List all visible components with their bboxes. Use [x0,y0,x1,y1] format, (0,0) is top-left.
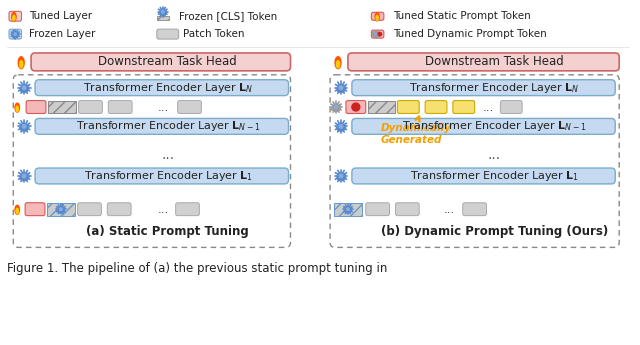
FancyBboxPatch shape [453,101,475,114]
Text: Patch Token: Patch Token [182,29,244,39]
Circle shape [22,86,26,89]
Circle shape [352,103,360,111]
FancyBboxPatch shape [178,101,202,114]
Ellipse shape [335,57,341,69]
FancyBboxPatch shape [352,80,615,96]
Circle shape [22,125,26,128]
Circle shape [346,208,349,210]
Circle shape [339,125,343,128]
FancyBboxPatch shape [26,101,46,114]
Text: (b) Dynamic Prompt Tuning (Ours): (b) Dynamic Prompt Tuning (Ours) [381,225,608,238]
Ellipse shape [16,106,19,111]
FancyBboxPatch shape [108,203,131,216]
FancyBboxPatch shape [157,29,179,39]
Text: Dynamically
Generated: Dynamically Generated [381,117,451,145]
FancyBboxPatch shape [463,203,486,216]
Ellipse shape [16,208,19,214]
Text: Frozen [CLS] Token: Frozen [CLS] Token [179,11,277,21]
FancyBboxPatch shape [9,11,22,21]
FancyBboxPatch shape [79,101,102,114]
Ellipse shape [18,57,24,69]
Circle shape [334,105,338,109]
FancyBboxPatch shape [396,203,419,216]
Text: Transformer Encoder Layer $\mathbf{L}_{N-1}$: Transformer Encoder Layer $\mathbf{L}_{N… [76,119,261,134]
Text: Transformer Encoder Layer $\mathbf{L}_1$: Transformer Encoder Layer $\mathbf{L}_1$ [84,169,253,183]
Ellipse shape [376,16,378,20]
Text: Downstream Task Head: Downstream Task Head [425,56,564,68]
Bar [48,101,76,114]
Text: Figure 1. The pipeline of (a) the previous static prompt tuning in: Figure 1. The pipeline of (a) the previo… [7,262,388,275]
FancyBboxPatch shape [425,101,447,114]
Circle shape [339,86,343,89]
Bar [47,203,75,216]
Text: ...: ... [158,203,170,216]
FancyBboxPatch shape [35,80,289,96]
Text: Tuned Dynamic Prompt Token: Tuned Dynamic Prompt Token [394,29,547,39]
FancyBboxPatch shape [371,30,384,38]
FancyBboxPatch shape [365,203,390,216]
Bar [368,101,396,114]
Ellipse shape [15,103,19,112]
FancyBboxPatch shape [348,53,619,71]
FancyBboxPatch shape [77,203,101,216]
Text: ...: ... [444,203,454,216]
Circle shape [14,33,17,36]
Ellipse shape [13,16,15,21]
Text: (a) Static Prompt Tuning: (a) Static Prompt Tuning [86,225,249,238]
Text: Transformer Encoder Layer $\mathbf{L}_1$: Transformer Encoder Layer $\mathbf{L}_1$ [410,169,579,183]
Ellipse shape [337,61,340,68]
Text: ...: ... [488,148,501,162]
Circle shape [339,174,343,178]
Bar [334,203,362,216]
Bar [157,16,169,20]
Text: ...: ... [161,148,174,162]
Ellipse shape [12,12,16,21]
FancyBboxPatch shape [9,29,22,39]
Text: Tuned Layer: Tuned Layer [29,11,92,21]
FancyBboxPatch shape [35,118,289,134]
Circle shape [375,33,377,35]
Text: Transformer Encoder Layer $\mathbf{L}_{N-1}$: Transformer Encoder Layer $\mathbf{L}_{N… [402,119,587,134]
Circle shape [161,10,164,13]
FancyBboxPatch shape [35,168,289,184]
Circle shape [60,208,62,210]
Text: Transformer Encoder Layer $\mathbf{L}_N$: Transformer Encoder Layer $\mathbf{L}_N$ [83,81,254,95]
FancyBboxPatch shape [352,118,615,134]
FancyBboxPatch shape [31,53,291,71]
Text: Transformer Encoder Layer $\mathbf{L}_N$: Transformer Encoder Layer $\mathbf{L}_N$ [409,81,580,95]
FancyBboxPatch shape [397,101,419,114]
FancyBboxPatch shape [25,203,45,216]
Text: ...: ... [158,100,170,114]
FancyBboxPatch shape [346,101,365,114]
FancyBboxPatch shape [175,203,200,216]
FancyBboxPatch shape [352,168,615,184]
Text: Frozen Layer: Frozen Layer [29,29,95,39]
Ellipse shape [15,205,19,214]
Circle shape [22,174,26,178]
Text: Downstream Task Head: Downstream Task Head [99,56,237,68]
Text: Tuned Static Prompt Token: Tuned Static Prompt Token [394,11,531,21]
Ellipse shape [20,61,23,68]
FancyBboxPatch shape [371,12,384,20]
Circle shape [378,32,381,36]
Ellipse shape [375,13,379,21]
FancyBboxPatch shape [108,101,132,114]
FancyBboxPatch shape [500,101,522,114]
Text: ...: ... [483,100,494,114]
